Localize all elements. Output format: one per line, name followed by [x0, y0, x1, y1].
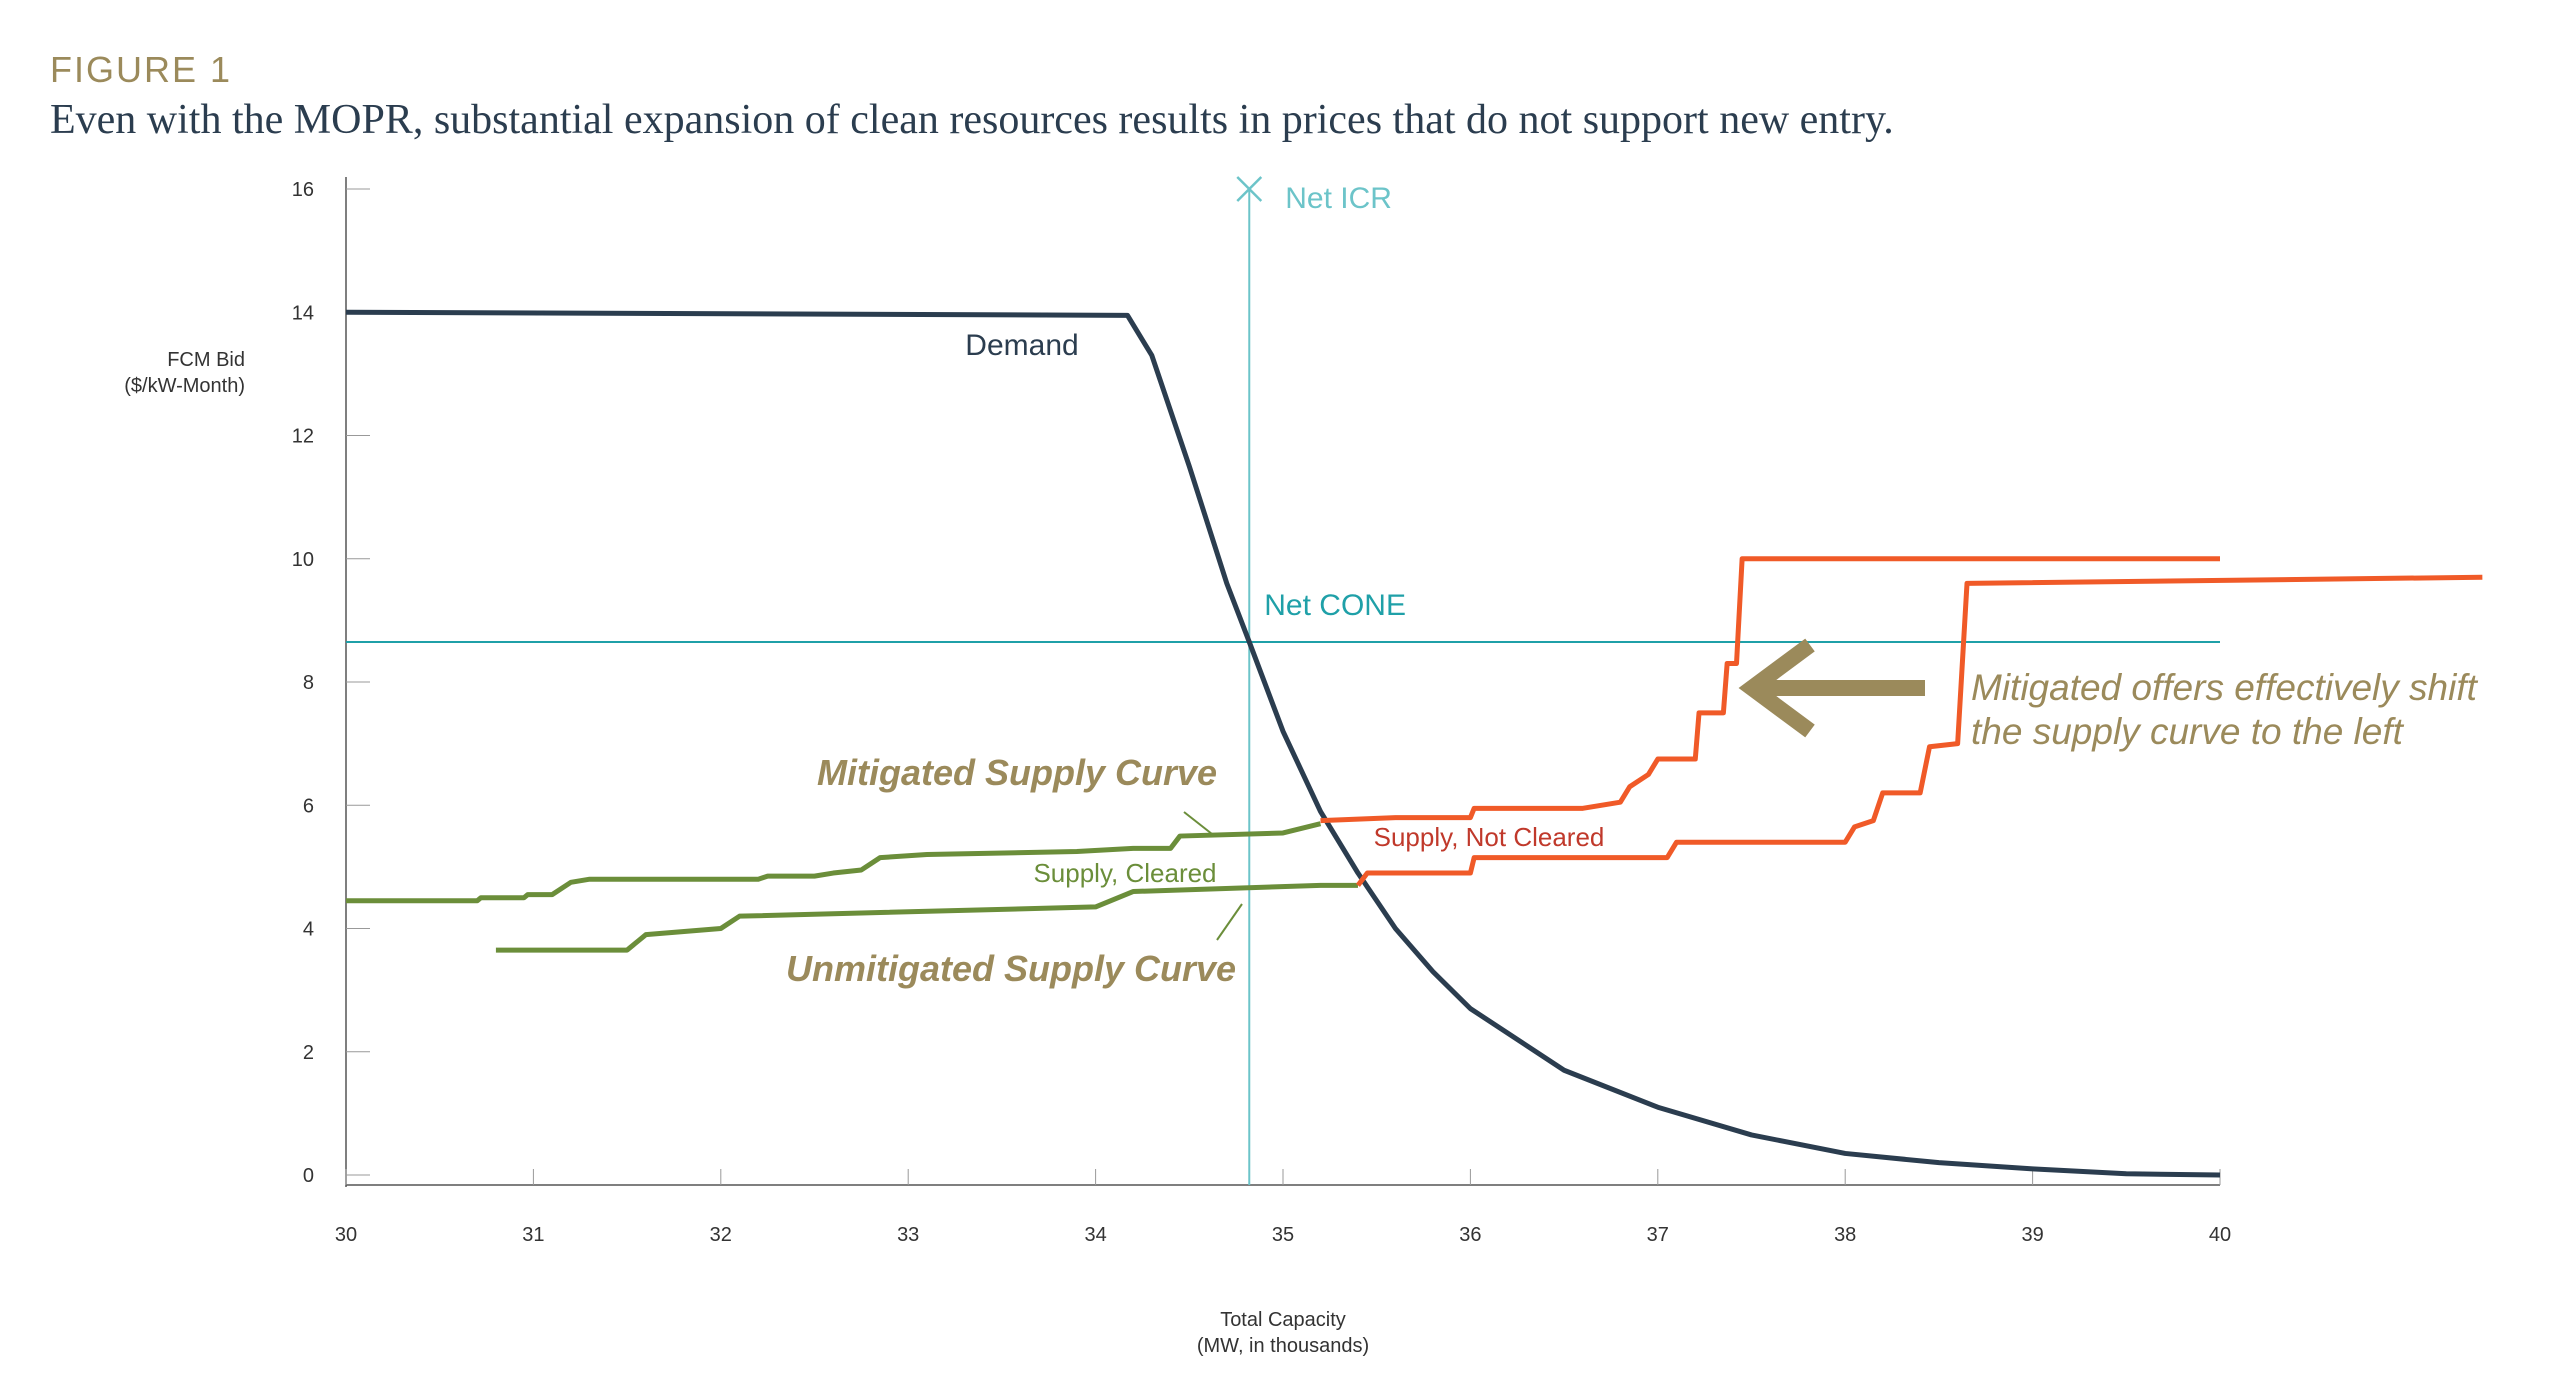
y-tick-label: 6 — [303, 795, 314, 817]
shift-arrow — [1738, 638, 1925, 738]
x-tick-label: 36 — [1459, 1224, 1481, 1246]
y-tick-label: 0 — [303, 1165, 314, 1187]
net-cone-label: Net CONE — [1264, 589, 1406, 622]
x-tick-label: 34 — [1084, 1224, 1106, 1246]
y-tick-label: 12 — [292, 426, 314, 448]
shift-text: Mitigated offers effectively shift — [1971, 667, 2479, 708]
shift-text: the supply curve to the left — [1971, 711, 2405, 752]
x-tick-label: 40 — [2209, 1224, 2231, 1246]
y-tick-label: 4 — [303, 919, 314, 941]
y-tick-label: 2 — [303, 1042, 314, 1064]
y-axis-label: FCM Bid — [167, 349, 245, 371]
x-tick-label: 33 — [897, 1224, 919, 1246]
x-tick-label: 37 — [1647, 1224, 1669, 1246]
chart-title: Even with the MOPR, substantial expansio… — [50, 97, 1894, 143]
x-tick-label: 35 — [1272, 1224, 1294, 1246]
y-tick-label: 14 — [292, 302, 314, 324]
series-line — [1355, 574, 2483, 887]
x-axis-label: Total Capacity — [1220, 1309, 1346, 1331]
demand-label: Demand — [965, 329, 1078, 362]
x-tick-label: 39 — [2021, 1224, 2043, 1246]
x-axis-label: (MW, in thousands) — [1197, 1335, 1369, 1357]
y-tick-label: 16 — [292, 179, 314, 201]
y-axis-label: ($/kW-Month) — [124, 375, 245, 397]
cleared-label: Supply, Cleared — [1033, 858, 1216, 888]
series-line — [495, 882, 1358, 953]
unmitigated-label: Unmitigated Supply Curve — [786, 948, 1236, 989]
x-tick-label: 38 — [1834, 1224, 1856, 1246]
not-cleared-label: Supply, Not Cleared — [1374, 822, 1605, 852]
x-tick-label: 31 — [522, 1224, 544, 1246]
series-line — [346, 821, 1322, 904]
x-tick-label: 32 — [710, 1224, 732, 1246]
y-tick-label: 10 — [292, 549, 314, 571]
series-line — [1320, 556, 2220, 824]
figure-label: FIGURE 1 — [50, 49, 232, 90]
mitigated-leader — [1183, 811, 1213, 835]
net-icr-label: Net ICR — [1285, 182, 1392, 215]
net-icr-marker — [1236, 176, 1263, 202]
mitigated-label: Mitigated Supply Curve — [817, 752, 1217, 793]
unmitigated-leader — [1216, 903, 1243, 941]
series-line — [345, 309, 2221, 1178]
x-tick-label: 30 — [335, 1224, 357, 1246]
y-tick-label: 8 — [303, 672, 314, 694]
